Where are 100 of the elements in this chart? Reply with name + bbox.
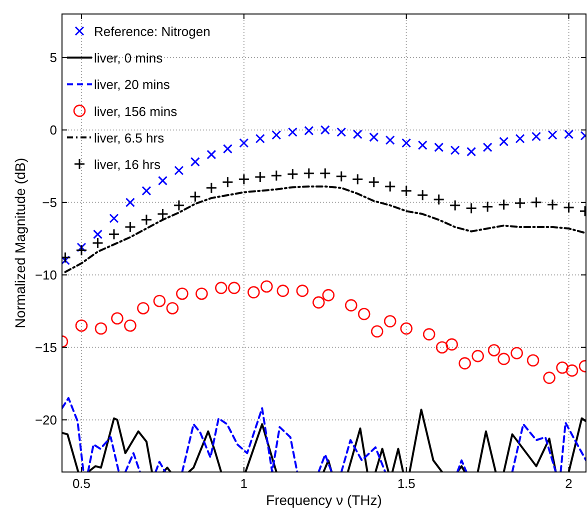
y-tick-label: 5	[50, 50, 57, 65]
point	[458, 357, 471, 370]
point	[384, 315, 396, 328]
point	[75, 319, 88, 332]
y-axis-title: Normalized Magnitude (dB)	[12, 158, 28, 328]
point	[450, 145, 460, 155]
point	[125, 198, 135, 208]
point	[352, 173, 364, 185]
y-tick-label: −20	[34, 412, 57, 428]
x-tick-label: 1.5	[397, 476, 416, 491]
point	[196, 288, 208, 300]
point	[206, 150, 216, 160]
y-tick-label: −15	[34, 340, 57, 355]
point	[276, 284, 290, 297]
point	[436, 341, 448, 354]
point	[499, 136, 509, 146]
point	[109, 214, 119, 224]
point	[336, 127, 346, 137]
point	[358, 308, 370, 320]
y-tick-label: 0	[50, 122, 57, 138]
point	[322, 289, 335, 302]
point	[532, 132, 542, 142]
point	[514, 197, 526, 209]
point	[296, 284, 309, 297]
x-axis-title: Frequency ν (THz)	[266, 492, 382, 508]
point	[124, 221, 136, 233]
point	[416, 189, 428, 201]
point	[254, 171, 266, 183]
point	[239, 138, 249, 148]
legend-label: liver, 0 mins	[94, 50, 164, 66]
point	[548, 130, 558, 140]
point	[556, 361, 568, 374]
point	[206, 182, 218, 194]
x-tick-label: 1	[240, 476, 248, 491]
point	[472, 350, 484, 362]
point	[526, 354, 540, 367]
legend-label: Reference: Nitrogen	[94, 24, 210, 39]
point	[370, 325, 384, 338]
point	[336, 170, 348, 182]
point	[530, 196, 542, 208]
point	[228, 282, 240, 294]
point	[482, 142, 492, 152]
point	[153, 294, 166, 308]
point	[190, 157, 200, 167]
point	[304, 126, 314, 136]
point	[176, 288, 188, 300]
point	[260, 280, 273, 293]
point	[352, 130, 362, 140]
point	[111, 312, 124, 325]
point	[270, 170, 282, 182]
x-tick-label: 2	[565, 476, 572, 491]
point	[433, 194, 445, 206]
point	[498, 198, 510, 210]
y-tick-label: −5	[42, 194, 57, 210]
point	[564, 130, 574, 140]
point	[222, 144, 232, 154]
point	[140, 214, 152, 226]
point	[384, 180, 396, 192]
point	[320, 125, 330, 135]
point	[272, 130, 282, 140]
point	[400, 322, 412, 335]
point	[344, 299, 358, 312]
legend-label: liver, 20 mins	[94, 77, 170, 92]
point	[563, 202, 575, 214]
point	[312, 296, 325, 309]
point	[402, 138, 412, 148]
point	[488, 344, 500, 356]
legend-label: liver, 16 hrs	[94, 157, 161, 172]
point	[566, 364, 578, 377]
point	[189, 190, 201, 202]
point	[434, 142, 444, 152]
point	[288, 127, 298, 137]
point	[92, 237, 104, 249]
point	[368, 176, 380, 188]
y-tick-label: −10	[34, 267, 57, 282]
point	[543, 372, 556, 384]
point	[418, 140, 428, 150]
point	[215, 282, 228, 294]
point	[510, 347, 523, 360]
point	[255, 134, 265, 144]
legend-label: liver, 156 mins	[94, 104, 178, 119]
point	[286, 168, 298, 180]
point	[385, 135, 395, 145]
point	[449, 200, 461, 212]
legend-label: liver, 6.5 hrs	[94, 130, 165, 146]
point	[446, 338, 458, 351]
point	[124, 319, 136, 332]
point	[108, 228, 120, 240]
point	[498, 352, 510, 366]
point	[466, 202, 478, 214]
point	[92, 230, 102, 240]
point	[174, 166, 184, 176]
point	[369, 132, 379, 142]
point	[156, 208, 168, 220]
point	[248, 286, 260, 298]
point	[76, 244, 88, 256]
point	[303, 168, 315, 180]
point	[546, 198, 558, 210]
point	[466, 146, 476, 156]
point	[166, 302, 179, 314]
